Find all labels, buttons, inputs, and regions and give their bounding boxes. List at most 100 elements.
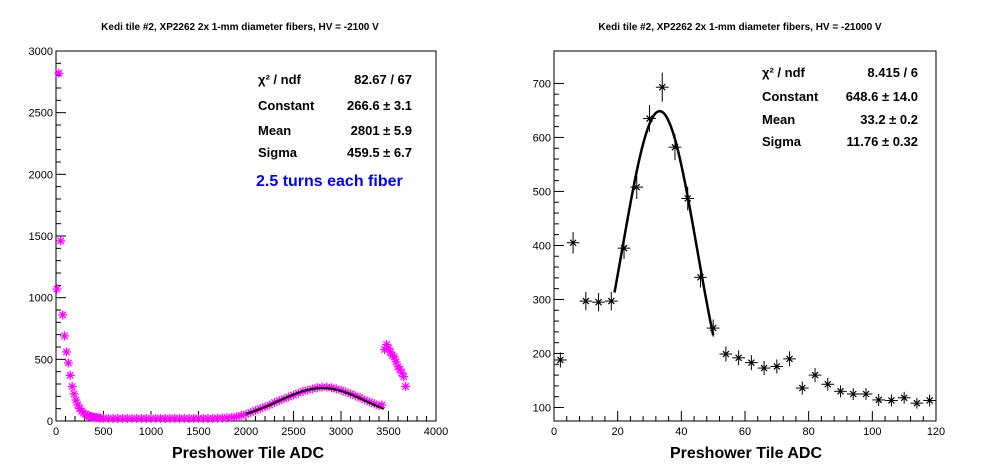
left-data-point bbox=[54, 68, 64, 78]
right-x-tick-label: 40 bbox=[675, 426, 687, 438]
left-stat-label-mean: Mean bbox=[258, 123, 291, 138]
left-gaussian-fit-curve bbox=[245, 387, 385, 415]
right-data-point bbox=[808, 368, 822, 383]
right-y-tick-label: 700 bbox=[533, 78, 551, 90]
right-data-point bbox=[732, 350, 745, 366]
right-data-point bbox=[821, 377, 835, 391]
right-data-point bbox=[554, 352, 567, 368]
right-y-tick-label: 200 bbox=[533, 348, 551, 360]
right-stats-box: χ² / ndf 8.415 / 6 Constant 648.6 ± 14.0… bbox=[762, 65, 918, 149]
left-x-tick-label: 3500 bbox=[376, 426, 400, 438]
right-plot-frame bbox=[553, 50, 937, 422]
left-stat-value-mean: 2801 ± 5.9 bbox=[351, 123, 412, 138]
left-data-point bbox=[56, 236, 66, 246]
left-stat-label-chi2: χ² / ndf bbox=[258, 72, 302, 87]
right-x-tick-label: 60 bbox=[739, 426, 751, 438]
left-stat-value-constant: 266.6 ± 3.1 bbox=[347, 98, 412, 113]
right-data-point bbox=[910, 397, 924, 409]
left-x-tick-label: 1500 bbox=[186, 426, 210, 438]
left-stat-value-chi2: 82.67 / 67 bbox=[354, 72, 412, 87]
left-panel: Kedi tile #2, XP2262 2x 1-mm diameter fi… bbox=[29, 22, 449, 462]
right-data-point bbox=[655, 72, 669, 102]
left-stats-box: χ² / ndf 82.67 / 67 Constant 266.6 ± 3.1… bbox=[258, 72, 412, 160]
right-data-point bbox=[923, 394, 936, 407]
left-y-tick-label: 1000 bbox=[29, 293, 53, 305]
right-x-axis-label: Preshower Tile ADC bbox=[670, 445, 822, 462]
right-axis-ticks: 0 20 40 60 80 100 120 100 200 300 400 500 600 700 bbox=[533, 78, 946, 438]
left-x-tick-label: 1000 bbox=[139, 426, 163, 438]
right-gaussian-fit-curve bbox=[613, 109, 715, 336]
left-y-tick-label: 2500 bbox=[29, 108, 53, 120]
right-data-point bbox=[604, 291, 618, 311]
right-y-tick-label: 300 bbox=[533, 294, 551, 306]
left-y-tick-label: 1500 bbox=[29, 231, 53, 243]
left-y-tick-label: 2000 bbox=[29, 169, 53, 181]
left-chart-title: Kedi tile #2, XP2262 2x 1-mm diameter fi… bbox=[101, 22, 379, 33]
left-data-point bbox=[69, 389, 79, 399]
left-data-point bbox=[65, 370, 75, 380]
right-stat-value-sigma: 11.76 ± 0.32 bbox=[847, 134, 918, 149]
right-x-tick-label: 120 bbox=[927, 426, 945, 438]
right-x-tick-label: 0 bbox=[551, 426, 557, 438]
right-panel: Kedi tile #2, XP2262 2x 1-mm diameter fi… bbox=[533, 22, 946, 462]
right-y-tick-label: 400 bbox=[533, 240, 551, 252]
right-y-tick-label: 500 bbox=[533, 186, 551, 198]
right-data-point bbox=[770, 359, 784, 374]
right-stat-label-chi2: χ² / ndf bbox=[762, 65, 806, 80]
left-x-tick-label: 3000 bbox=[329, 426, 353, 438]
left-x-axis-label: Preshower Tile ADC bbox=[172, 445, 324, 462]
left-x-tick-label: 2500 bbox=[281, 426, 305, 438]
right-x-tick-label: 20 bbox=[612, 426, 624, 438]
right-y-tick-label: 100 bbox=[533, 402, 551, 414]
right-stat-value-constant: 648.6 ± 14.0 bbox=[846, 89, 918, 104]
left-stat-label-sigma: Sigma bbox=[258, 145, 298, 160]
right-chart-title: Kedi tile #2, XP2262 2x 1-mm diameter fi… bbox=[598, 22, 882, 33]
right-data-point bbox=[757, 361, 771, 376]
right-data-point bbox=[846, 388, 860, 400]
left-data-point bbox=[61, 347, 71, 357]
left-stat-label-constant: Constant bbox=[258, 98, 315, 113]
right-y-tick-label: 600 bbox=[533, 132, 551, 144]
right-data-point bbox=[719, 346, 733, 362]
left-x-tick-label: 0 bbox=[53, 426, 59, 438]
right-data-point bbox=[872, 393, 886, 406]
right-data-point bbox=[783, 351, 796, 367]
left-data-point bbox=[236, 410, 246, 420]
right-stat-value-chi2: 8.415 / 6 bbox=[867, 65, 918, 80]
right-stat-label-sigma: Sigma bbox=[762, 134, 802, 149]
left-x-tick-label: 4000 bbox=[424, 426, 448, 438]
right-data-point bbox=[885, 394, 898, 407]
left-y-tick-label: 0 bbox=[47, 416, 53, 428]
right-data-point bbox=[579, 291, 593, 311]
right-data-point bbox=[795, 381, 809, 395]
right-stat-label-constant: Constant bbox=[762, 89, 819, 104]
right-x-tick-label: 80 bbox=[803, 426, 815, 438]
left-data-point bbox=[399, 372, 409, 382]
right-data-point bbox=[834, 385, 847, 398]
left-data-points bbox=[52, 68, 411, 424]
left-data-point bbox=[389, 352, 399, 362]
left-data-point bbox=[52, 284, 62, 294]
left-data-point bbox=[67, 381, 77, 391]
right-data-point bbox=[592, 292, 605, 312]
right-data-point bbox=[566, 231, 580, 254]
right-data-point bbox=[745, 355, 758, 371]
left-data-point bbox=[60, 331, 70, 341]
left-stat-value-sigma: 459.5 ± 6.7 bbox=[347, 145, 412, 160]
left-annotation: 2.5 turns each fiber bbox=[256, 173, 403, 190]
left-data-point bbox=[58, 310, 68, 320]
right-data-point bbox=[643, 105, 656, 133]
left-data-point bbox=[63, 358, 73, 368]
right-data-point bbox=[897, 391, 911, 404]
right-data-points bbox=[554, 72, 936, 409]
right-x-tick-label: 100 bbox=[863, 426, 881, 438]
left-x-tick-label: 500 bbox=[94, 426, 112, 438]
left-y-tick-label: 500 bbox=[35, 354, 53, 366]
right-data-point bbox=[859, 388, 873, 400]
left-x-tick-label: 2000 bbox=[234, 426, 258, 438]
left-data-point bbox=[401, 381, 411, 391]
right-stat-label-mean: Mean bbox=[762, 112, 795, 127]
left-y-tick-label: 3000 bbox=[29, 46, 53, 58]
right-stat-value-mean: 33.2 ± 0.2 bbox=[860, 112, 918, 127]
